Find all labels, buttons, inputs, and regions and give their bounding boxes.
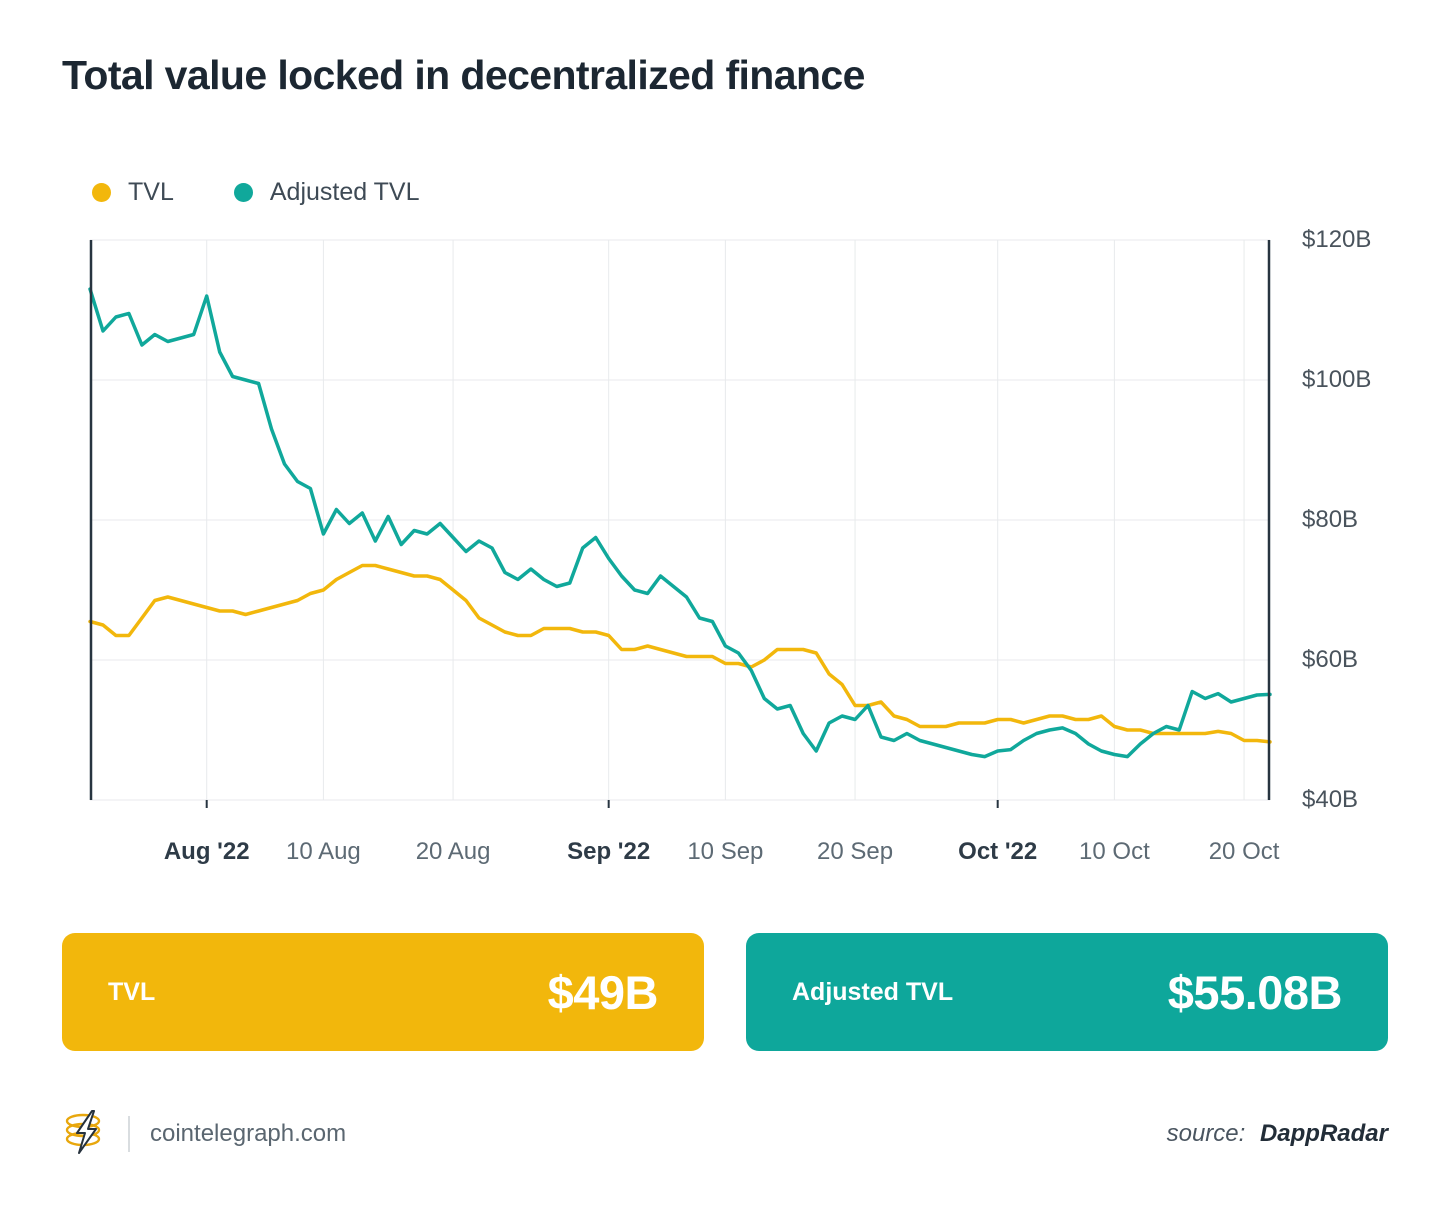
legend-item-adjusted-tvl: Adjusted TVL — [233, 178, 420, 207]
tvl-summary-card: TVL $49B — [62, 933, 704, 1051]
y-axis-tick-label: $80B — [1302, 506, 1359, 533]
tvl-card-label: TVL — [108, 977, 156, 1006]
y-axis-labels: $40B $60B $80B $100B $120B — [1302, 226, 1432, 813]
adjusted-tvl-card-value: $55.08B — [1167, 965, 1343, 1019]
legend-item-tvl: TVL — [92, 178, 174, 207]
line-chart — [88, 239, 1272, 808]
x-axis-tick-label: Oct '22 — [958, 838, 1038, 865]
plot-svg — [88, 239, 1272, 808]
y-axis-tick-label: $100B — [1302, 366, 1372, 393]
adjusted-tvl-legend-dot-icon — [233, 183, 253, 202]
x-axis-tick-label: 20 Aug — [415, 838, 491, 865]
source-name: DappRadar — [1259, 1120, 1388, 1147]
footer: cointelegraph.com source: DappRadar — [62, 1104, 1388, 1164]
source-label: source: — [1166, 1120, 1246, 1147]
legend-label-adjusted-tvl: Adjusted TVL — [269, 178, 420, 206]
x-axis-tick-label: Sep '22 — [567, 838, 651, 865]
y-axis-tick-label: $120B — [1302, 226, 1372, 253]
y-axis-tick-label: $60B — [1302, 646, 1359, 673]
x-axis-tick-label: Aug '22 — [163, 838, 250, 865]
legend-label-tvl: TVL — [128, 178, 174, 206]
adjusted-tvl-card-label: Adjusted TVL — [792, 977, 954, 1006]
cointelegraph-logo-icon — [62, 1109, 108, 1159]
x-axis-tick-label: 10 Oct — [1079, 838, 1150, 865]
summary-cards: TVL $49B Adjusted TVL $55.08B — [62, 933, 1388, 1051]
x-axis-labels: Aug '22 10 Aug 20 Aug Sep '22 10 Sep 20 Sep Oc… — [90, 838, 1280, 878]
x-axis-tick-label: 20 Sep — [817, 838, 894, 865]
footer-site-text[interactable]: cointelegraph.com — [150, 1120, 347, 1147]
x-axis-tick-label: 10 Aug — [286, 838, 361, 865]
y-axis-tick-label: $40B — [1302, 786, 1359, 813]
tvl-card-value: $49B — [547, 965, 659, 1019]
chart-legend: TVL Adjusted TVL — [92, 178, 420, 207]
source-credit: source: DappRadar — [1167, 1120, 1388, 1148]
x-axis-tick-label: 10 Sep — [687, 838, 764, 865]
page-title: Total value locked in decentralized fina… — [62, 52, 865, 98]
footer-brand: cointelegraph.com — [62, 1109, 347, 1159]
tvl-legend-dot-icon — [92, 183, 111, 202]
adjusted-tvl-summary-card: Adjusted TVL $55.08B — [746, 933, 1388, 1051]
x-axis-tick-label: 20 Oct — [1208, 838, 1280, 865]
footer-divider — [128, 1116, 130, 1152]
